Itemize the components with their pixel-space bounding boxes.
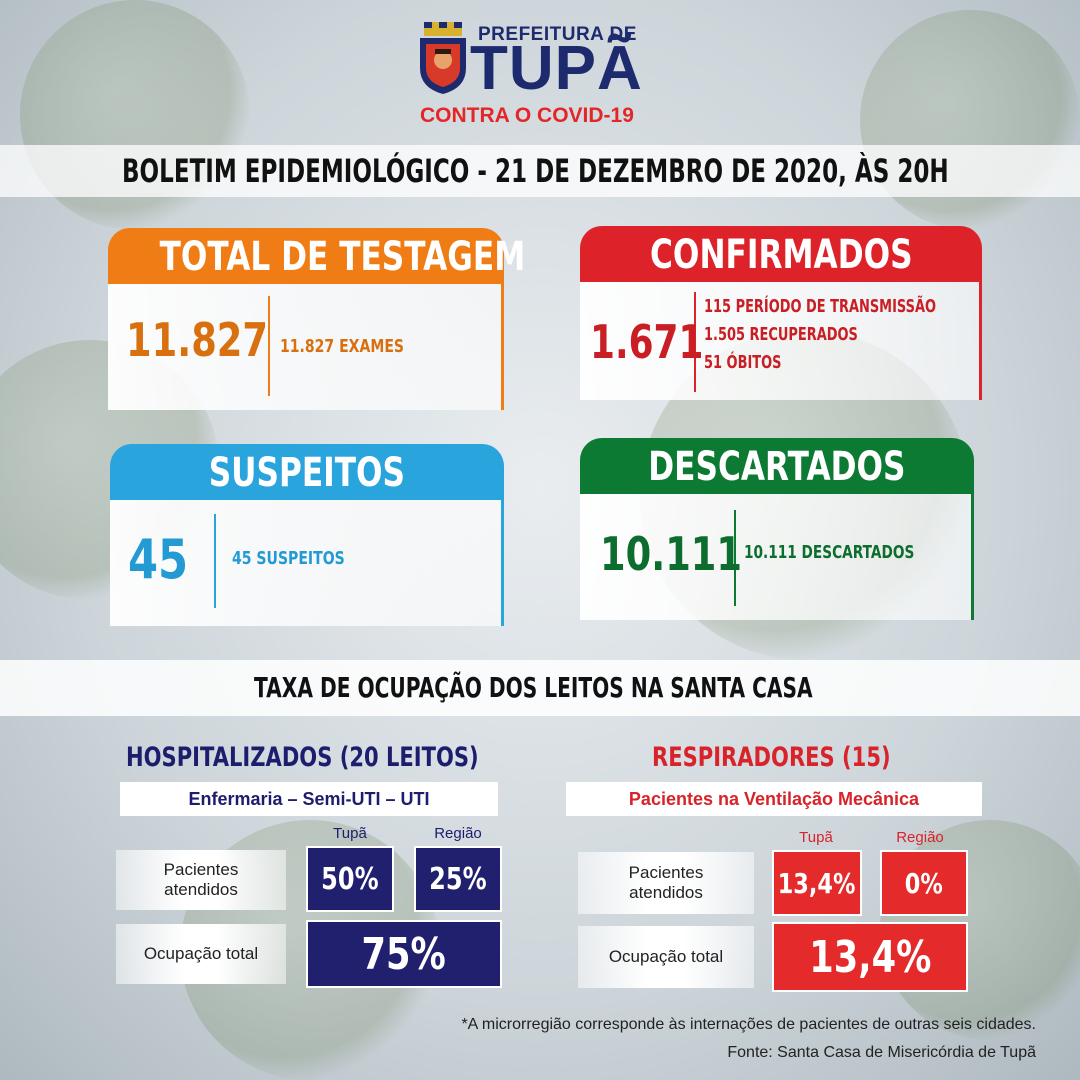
card-edge — [501, 496, 504, 626]
row-label-line: Pacientes — [163, 860, 239, 879]
card-confirmados: CONFIRMADOS 1.671 115 PERÍODO DE TRANSMI… — [580, 226, 982, 400]
card-detail-text: 45 SUSPEITOS — [232, 548, 345, 569]
card-header — [108, 228, 504, 284]
card-body — [108, 280, 504, 410]
col-label-tupa: Tupã — [333, 825, 367, 842]
card-detail: 45 SUSPEITOS — [232, 544, 377, 573]
card-detail-line: 115 PERÍODO DE TRANSMISSÃO — [704, 292, 1026, 321]
logo-city-name: TUPÃ — [470, 34, 643, 103]
row-label-ocupacao: Ocupação total — [578, 926, 754, 988]
row-label-line: Pacientes — [628, 863, 704, 882]
card-detail-line: 1.505 RECUPERADOS — [704, 320, 918, 349]
card-detail: 10.111 DESCARTADOS — [744, 538, 968, 567]
card-detail-line: 51 ÓBITOS — [704, 348, 812, 377]
respiradores-tupa-value: 13,4% — [772, 850, 862, 916]
card-value: 1.671 — [590, 314, 736, 370]
card-value-text: 11.827 — [126, 313, 269, 367]
footer-source: Fonte: Santa Casa de Misericórdia de Tup… — [727, 1044, 1036, 1061]
respiradores-title: RESPIRADORES (15) — [652, 740, 958, 775]
card-title-text: SUSPEITOS — [208, 450, 406, 496]
card-value-text: 45 — [128, 528, 189, 591]
occupancy-band — [0, 660, 1080, 716]
bulletin-title-text: BOLETIM EPIDEMIOLÓGICO - 21 DE DEZEMBRO … — [122, 152, 949, 190]
cell-value-text: 75% — [361, 928, 447, 980]
card-detail: 11.827 EXAMES — [280, 332, 439, 361]
col-label-regiao: Região — [896, 829, 944, 846]
card-edge — [971, 490, 974, 620]
card-detail-text: 51 ÓBITOS — [704, 352, 782, 373]
card-value: 11.827 — [126, 312, 304, 368]
card-header — [110, 444, 504, 500]
card-detail-text: 10.111 DESCARTADOS — [744, 542, 915, 563]
hospitalizados-subtitle: Enfermaria – Semi-UTI – UTI — [120, 782, 498, 816]
logo-campaign-text: CONTRA O COVID-19 — [420, 104, 634, 127]
card-body — [110, 496, 504, 626]
row-label-ocupacao: Ocupação total — [116, 924, 286, 984]
card-value: 10.111 — [600, 526, 778, 582]
city-crest-icon — [420, 22, 466, 94]
cell-value-text: 25% — [429, 861, 487, 897]
hospitalizados-tupa-value: 50% — [306, 846, 394, 912]
col-label-regiao: Região — [434, 825, 482, 842]
card-header — [580, 438, 974, 494]
respiradores-subtitle: Pacientes na Ventilação Mecânica — [566, 782, 982, 816]
title-band — [0, 145, 1080, 197]
card-value-text: 1.671 — [590, 315, 704, 369]
card-body — [580, 490, 974, 620]
cell-value-text: 0% — [904, 866, 944, 900]
card-title-text: CONFIRMADOS — [649, 232, 913, 278]
card-title: TOTAL DE TESTAGEM — [108, 232, 526, 282]
respiradores-total-value: 13,4% — [772, 922, 968, 992]
card-divider — [734, 510, 736, 606]
card-suspeitos: SUSPEITOS 45 45 SUSPEITOS — [110, 444, 504, 626]
occupancy-title: TAXA DE OCUPAÇÃO DOS LEITOS NA SANTA CAS… — [254, 668, 1030, 708]
virus-background-icon — [860, 10, 1080, 230]
card-title-text: DESCARTADOS — [648, 444, 906, 490]
card-title: CONFIRMADOS — [580, 230, 982, 280]
card-descartados: DESCARTADOS 10.111 10.111 DESCARTADOS — [580, 438, 974, 620]
card-value: 45 — [128, 532, 203, 588]
card-detail-text: 11.827 EXAMES — [280, 336, 405, 357]
row-label-pacientes: Pacientes atendidos — [578, 852, 754, 914]
row-label-line: atendidos — [164, 880, 238, 899]
card-detail-text: 1.505 RECUPERADOS — [704, 324, 858, 345]
hospitalizados-total-value: 75% — [306, 920, 502, 988]
card-title: SUSPEITOS — [110, 448, 504, 498]
respiradores-title-text: RESPIRADORES (15) — [652, 742, 891, 773]
card-divider — [268, 296, 270, 396]
card-edge — [979, 278, 982, 400]
cell-value-text: 13,4% — [808, 931, 932, 983]
cell-value-text: 13,4% — [778, 866, 856, 900]
bulletin-title: BOLETIM EPIDEMIOLÓGICO - 21 DE DEZEMBRO … — [122, 151, 1080, 191]
occupancy-title-text: TAXA DE OCUPAÇÃO DOS LEITOS NA SANTA CAS… — [254, 671, 813, 704]
row-label-pacientes: Pacientes atendidos — [116, 850, 286, 910]
card-total-testagem: TOTAL DE TESTAGEM 11.827 11.827 EXAMES — [108, 228, 526, 410]
hospitalizados-title-text: HOSPITALIZADOS (20 LEITOS) — [126, 742, 479, 773]
col-label-tupa: Tupã — [799, 829, 833, 846]
card-divider — [214, 514, 216, 608]
cell-value-text: 50% — [321, 861, 379, 897]
card-body — [580, 278, 982, 400]
footer-note: *A microrregião corresponde às internaçõ… — [461, 1016, 1036, 1033]
card-value-text: 10.111 — [600, 527, 743, 581]
row-label-line: atendidos — [629, 883, 703, 902]
card-header — [580, 226, 982, 282]
card-divider — [694, 292, 696, 392]
hospitalizados-regiao-value: 25% — [414, 846, 502, 912]
card-title: DESCARTADOS — [580, 442, 974, 492]
hospitalizados-title: HOSPITALIZADOS (20 LEITOS) — [126, 740, 578, 775]
card-edge — [501, 280, 504, 410]
card-detail-text: 115 PERÍODO DE TRANSMISSÃO — [704, 296, 937, 317]
card-title-text: TOTAL DE TESTAGEM — [159, 234, 526, 280]
logo-prefeitura-text: PREFEITURA DE — [478, 24, 637, 45]
respiradores-regiao-value: 0% — [880, 850, 968, 916]
